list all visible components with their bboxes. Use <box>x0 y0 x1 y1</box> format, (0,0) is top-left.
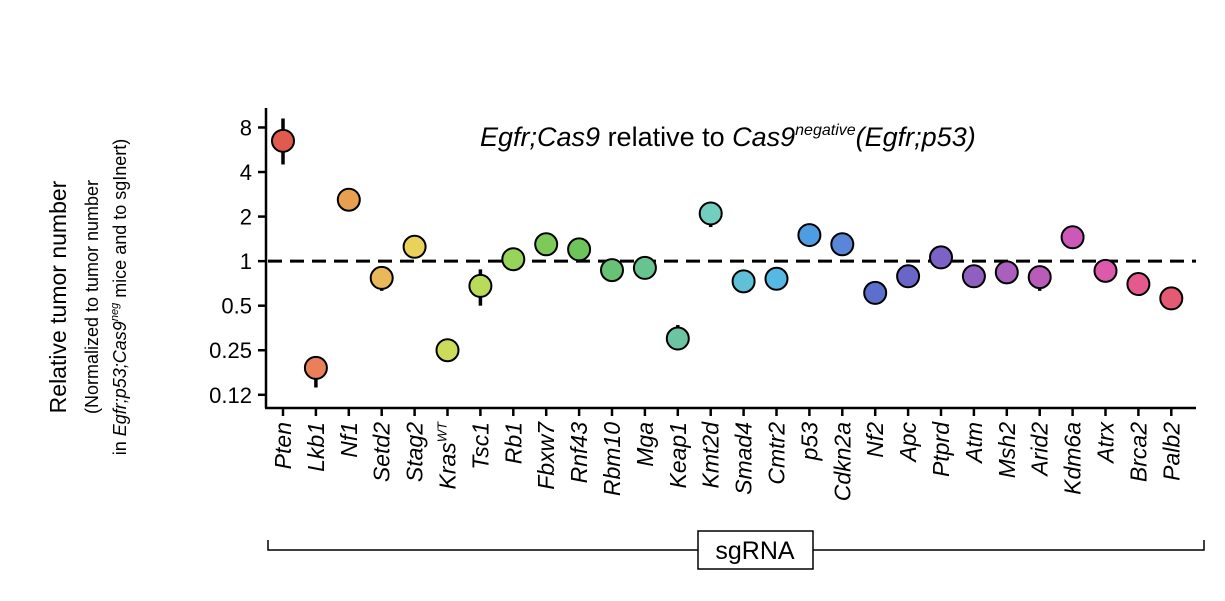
y-tick-label: 0.5 <box>221 294 252 319</box>
x-tick-label-rb1: Rb1 <box>500 422 526 464</box>
point-ptprd <box>929 245 953 270</box>
x-tick-label-smad4: Smad4 <box>731 422 757 495</box>
x-tick-label-kdm6a: Kdm6a <box>1060 422 1086 495</box>
x-tick-label-ptprd: Ptprd <box>928 421 954 477</box>
point-kmt2d <box>698 201 723 226</box>
x-tick-label-rnf43: Rnf43 <box>566 422 592 484</box>
x-tick-label-keap1: Keap1 <box>665 422 691 489</box>
x-tick-label-arid2: Arid2 <box>1027 422 1053 478</box>
point-rb1 <box>501 247 526 272</box>
x-tick-label-nf1: Nf1 <box>336 422 362 458</box>
x-tick-label-cdkn2a: Cdkn2a <box>829 422 855 501</box>
y-tick-label: 4 <box>240 160 252 185</box>
sgrna-label-box <box>697 530 814 570</box>
point-setd2 <box>369 265 394 290</box>
x-tick-label-fbxw7: Fbxw7 <box>533 421 559 490</box>
x-tick-label-kras: KrasWT <box>435 421 461 490</box>
point-kdm6a <box>1060 225 1085 250</box>
x-tick-label-pten: Pten <box>270 422 296 469</box>
x-axis-title: sgRNA <box>715 537 795 565</box>
point-nf2 <box>863 280 888 305</box>
x-tick-label-rbm10: Rbm10 <box>599 422 625 496</box>
x-tick-label-msh2: Msh2 <box>994 422 1020 478</box>
y-axis-title: Relative tumor number <box>45 180 71 413</box>
x-tick-label-cmtr2: Cmtr2 <box>764 422 790 485</box>
x-tick-label-nf2: Nf2 <box>862 422 888 458</box>
point-fbxw7 <box>534 232 559 257</box>
y-tick-label: 2 <box>240 205 252 230</box>
point-atrx <box>1093 258 1118 283</box>
point-brca2 <box>1126 272 1151 297</box>
point-tsc1 <box>468 273 493 298</box>
point-smad4 <box>731 269 756 294</box>
point-mga <box>632 255 657 280</box>
point-rbm10 <box>600 258 624 283</box>
point-pten <box>271 128 295 153</box>
point-lkb1 <box>303 355 328 380</box>
y-ticks: 0.12 0.25 0.5 1 2 4 8 <box>209 115 266 408</box>
y-tick-label: 1 <box>240 249 252 274</box>
point-msh2 <box>994 260 1019 285</box>
point-apc <box>896 264 921 289</box>
x-tick-label-setd2: Setd2 <box>369 422 395 482</box>
y-tick-label: 0.12 <box>209 383 252 408</box>
point-stag2 <box>402 234 427 259</box>
point-arid2 <box>1027 265 1052 290</box>
x-tick-label-mga: Mga <box>632 422 658 467</box>
x-tick-label-kmt2d: Kmt2d <box>698 421 724 489</box>
point-atm <box>961 264 986 289</box>
x-tick-label-stag2: Stag2 <box>402 422 428 482</box>
chart-title: Egfr;Cas9 relative to Cas9negative(Egfr;… <box>480 122 976 152</box>
x-tick-label-apc: Apc <box>895 422 921 464</box>
x-tick-labels: Pten Lkb1 Nf1 Setd2 Stag2 KrasWT Tsc1 Rb1 Fbxw7 R… <box>270 408 1184 501</box>
point-cdkn2a <box>830 232 855 257</box>
point-palb2 <box>1159 286 1184 311</box>
y-axis-subtitle-line1: (Normalized to tumor number <box>82 180 102 414</box>
data-marks <box>271 118 1184 388</box>
x-tick-label-p53: p53 <box>796 422 822 462</box>
point-cmtr2 <box>764 266 789 291</box>
point-rnf43 <box>567 237 592 262</box>
point-kras <box>435 338 460 363</box>
x-tick-label-atrx: Atrx <box>1093 421 1119 465</box>
point-nf1 <box>336 187 361 212</box>
y-axis-subtitle-line2: in Egfr;p53;Cas9neg mice and to sgInert) <box>109 139 130 456</box>
x-tick-label-lkb1: Lkb1 <box>303 422 329 472</box>
point-p53 <box>797 223 822 248</box>
point-keap1 <box>665 326 690 351</box>
y-tick-label: 0.25 <box>209 338 252 363</box>
x-tick-label-tsc1: Tsc1 <box>467 422 493 470</box>
x-tick-label-atm: Atm <box>961 422 987 465</box>
x-tick-label-palb2: Palb2 <box>1158 422 1184 481</box>
y-tick-label: 8 <box>240 115 252 140</box>
x-tick-label-brca2: Brca2 <box>1125 422 1151 482</box>
